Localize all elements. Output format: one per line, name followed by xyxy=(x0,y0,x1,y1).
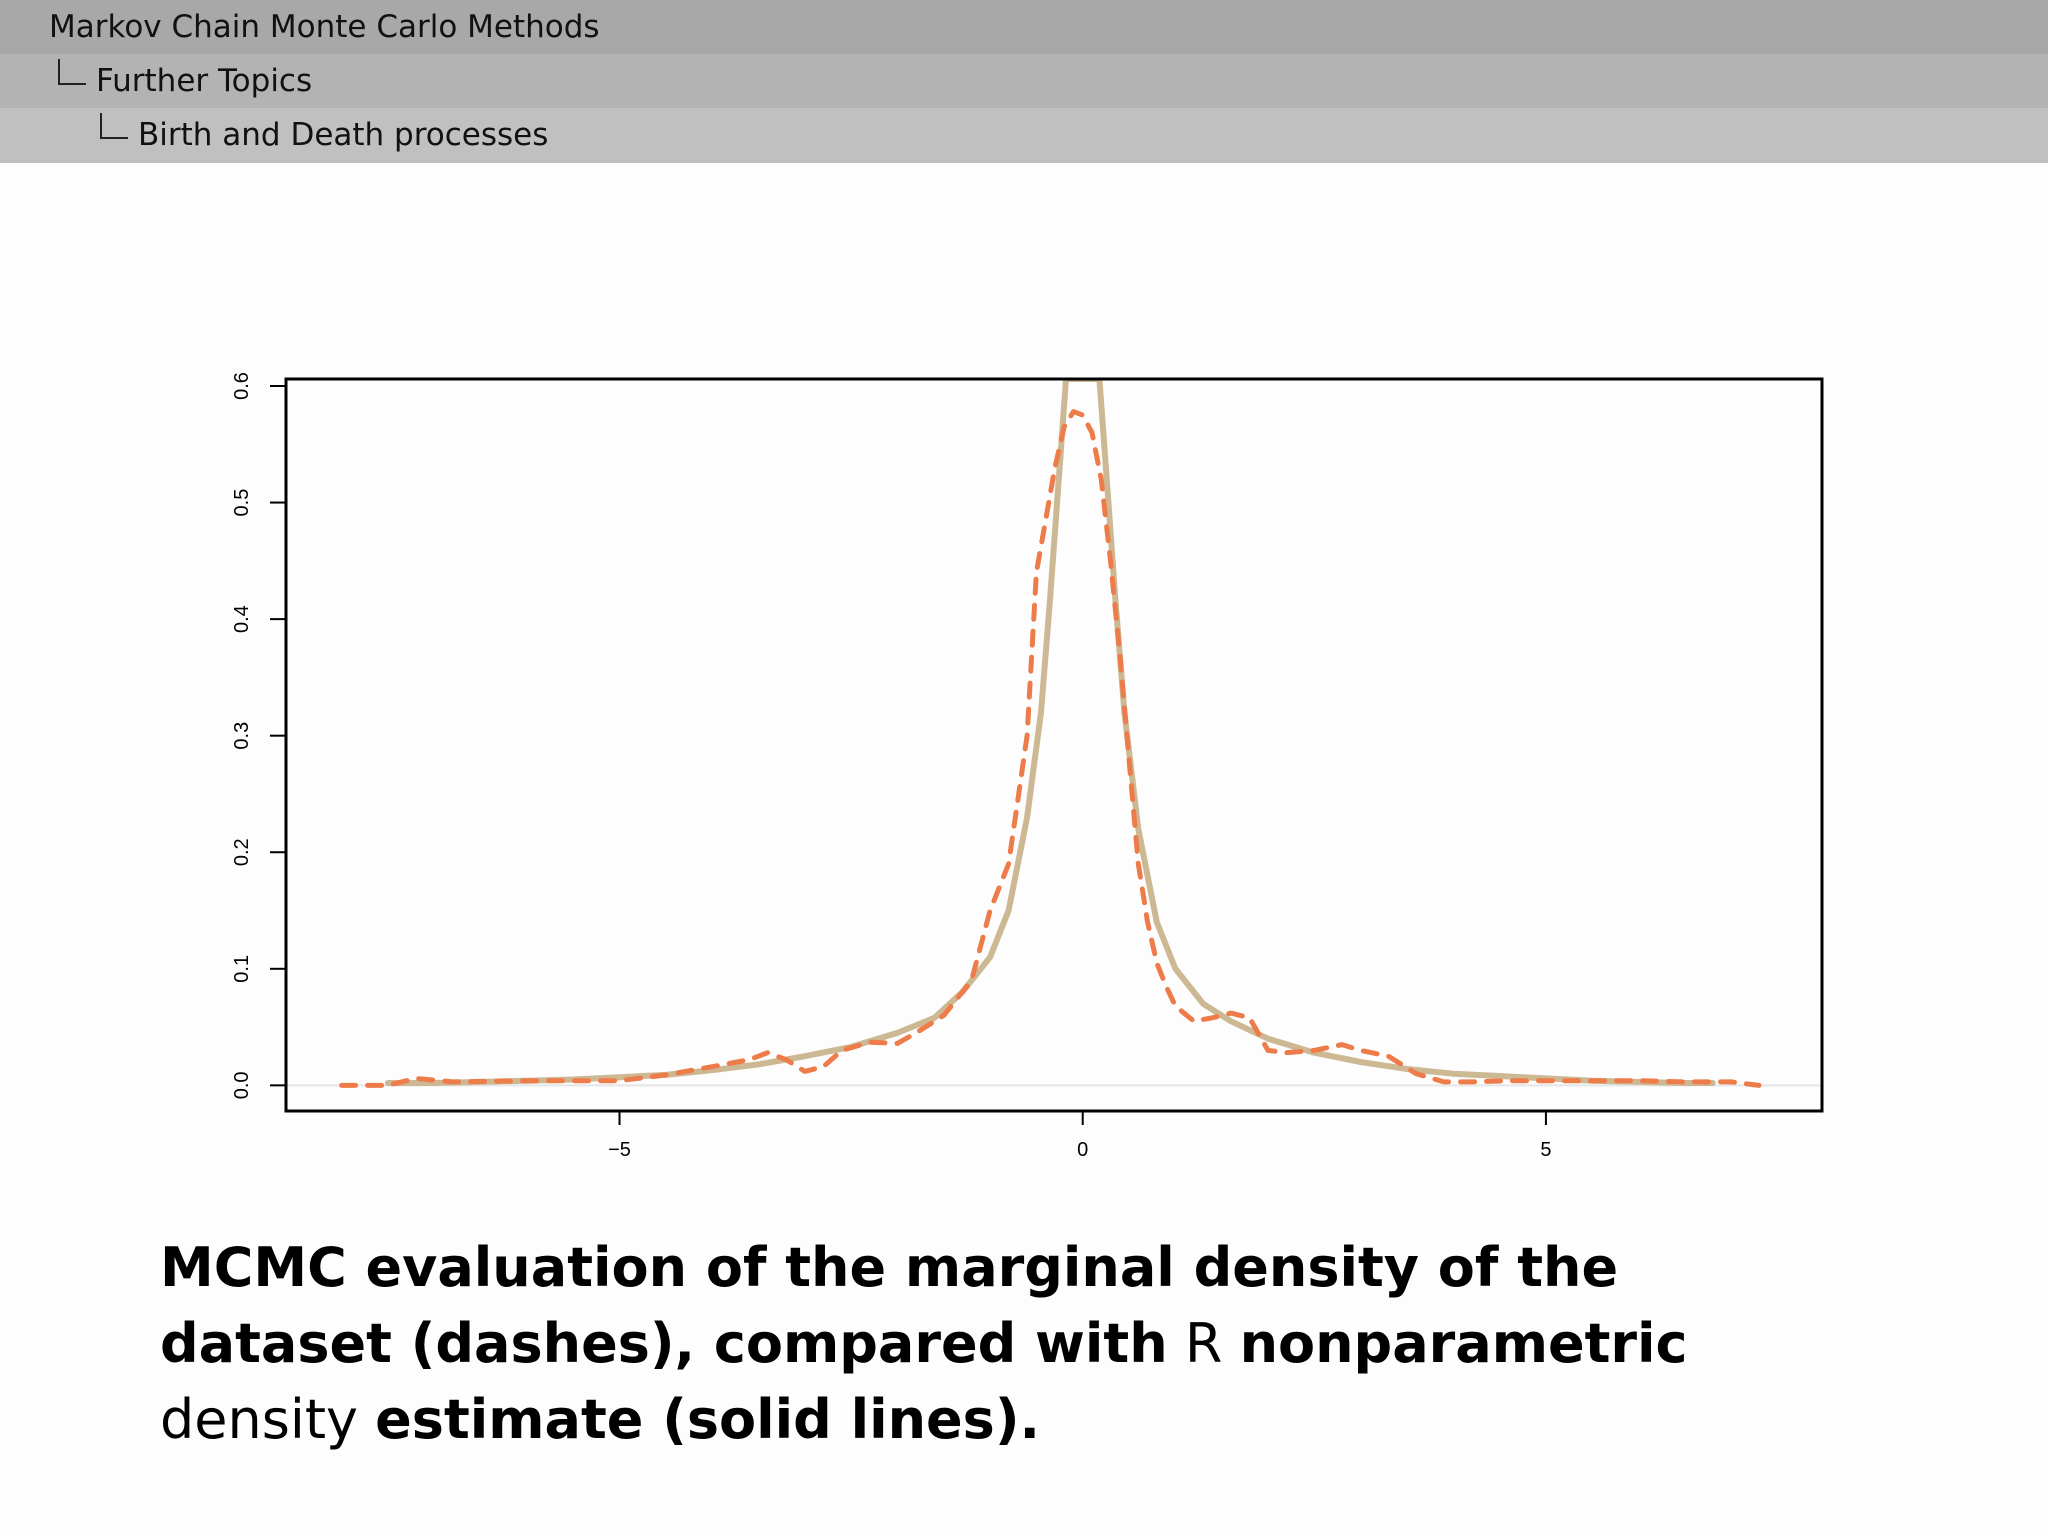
y-tick-label: 0.1 xyxy=(231,955,253,983)
x-axis: −5 0 5 xyxy=(608,1111,1551,1161)
y-tick-label: 0.3 xyxy=(231,722,253,750)
breadcrumb-level-3[interactable]: Birth and Death processes xyxy=(0,108,2048,163)
breadcrumb-level-1-label: Markov Chain Monte Carlo Methods xyxy=(49,9,600,45)
breadcrumb-level-3-label: Birth and Death processes xyxy=(138,117,549,153)
x-tick-label: −5 xyxy=(608,1139,631,1161)
caption-part-4: estimate (solid lines). xyxy=(375,1388,1041,1451)
tree-branch-icon xyxy=(58,59,86,85)
x-tick-label: 5 xyxy=(1540,1139,1551,1161)
mcmc-density-dashed-line xyxy=(339,409,1762,1088)
plot-frame xyxy=(284,377,1824,1113)
y-tick-label: 0.6 xyxy=(231,372,253,400)
x-tick-label: 0 xyxy=(1077,1139,1088,1161)
slide-caption: MCMC evaluation of the marginal density … xyxy=(160,1230,1860,1458)
caption-part-2: nonparametric xyxy=(1239,1312,1688,1375)
y-tick-label: 0.4 xyxy=(231,605,253,633)
y-tick-label: 0.5 xyxy=(231,489,253,517)
breadcrumb-level-2[interactable]: Further Topics xyxy=(0,54,2048,108)
y-tick-label: 0.2 xyxy=(231,838,253,866)
caption-part-1: MCMC evaluation of the marginal density … xyxy=(160,1236,1619,1375)
tree-branch-icon xyxy=(100,113,128,139)
series-layer xyxy=(339,379,1762,1088)
y-tick-label: 0.0 xyxy=(231,1071,253,1099)
nonparametric-density-solid-line xyxy=(384,379,1716,1086)
caption-part-3: density xyxy=(160,1388,358,1451)
y-axis: 0.0 0.1 0.2 0.3 0.4 0.5 0.6 xyxy=(231,372,286,1099)
breadcrumb-level-1[interactable]: Markov Chain Monte Carlo Methods xyxy=(0,0,2048,54)
caption-r-letter: R xyxy=(1184,1312,1223,1375)
breadcrumb-level-2-label: Further Topics xyxy=(96,63,313,99)
